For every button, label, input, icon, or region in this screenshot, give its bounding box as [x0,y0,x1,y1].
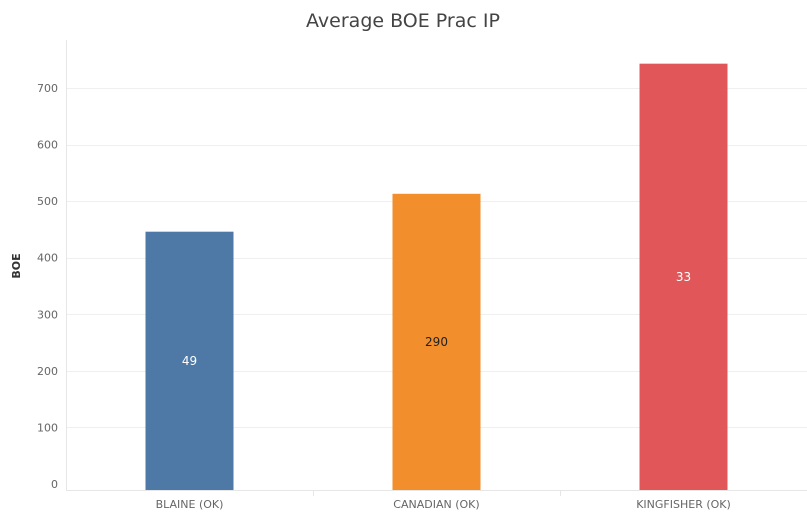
x-tick-label: CANADIAN (OK) [393,498,479,511]
x-axis-ticks: BLAINE (OK) CANADIAN (OK) KINGFISHER (OK) [156,490,731,511]
bar-canadian-ok[interactable] [392,193,481,490]
bars [145,63,728,491]
bar-data-label: 49 [182,354,197,368]
bar-data-label: 33 [676,270,691,284]
bar-data-labels: 49 290 33 [182,270,691,368]
x-tick-label: KINGFISHER (OK) [636,498,731,511]
y-tick-label: 400 [37,252,58,265]
bar-kingfisher-ok[interactable] [639,63,728,490]
y-tick-label: 600 [37,139,58,152]
y-tick-label: 100 [37,421,58,434]
y-tick-label: 500 [37,195,58,208]
y-tick-label: 0 [51,478,58,491]
y-tick-label: 300 [37,308,58,321]
y-axis-label: BOE [10,253,23,278]
bar-blaine-ok[interactable] [145,231,234,491]
y-axis-ticks: 0 100 200 300 400 500 600 700 [37,82,58,491]
y-tick-label: 200 [37,365,58,378]
bar-data-label: 290 [425,335,448,349]
x-tick-label: BLAINE (OK) [156,498,224,511]
chart-title: Average BOE Prac IP [306,10,500,32]
y-tick-label: 700 [37,82,58,95]
